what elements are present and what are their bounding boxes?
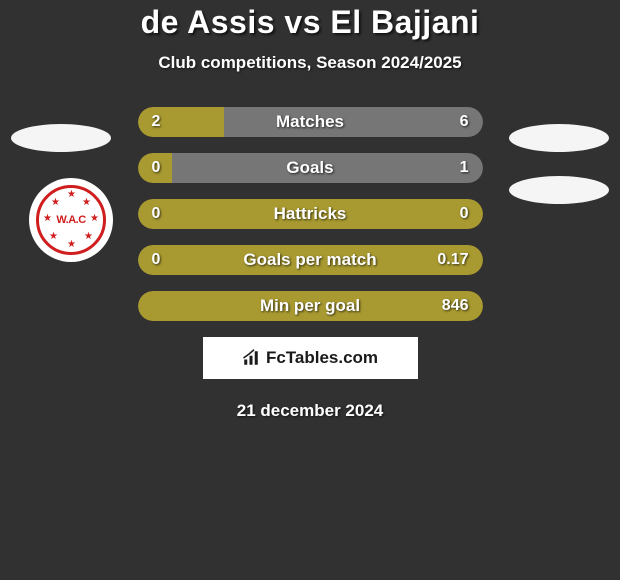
stat-row: 846Min per goal xyxy=(138,291,483,321)
player-right-badge-1 xyxy=(509,124,609,152)
branding-text: FcTables.com xyxy=(266,348,378,368)
date-text: 21 december 2024 xyxy=(0,401,620,421)
player-left-badge-1 xyxy=(11,124,111,152)
stat-bar-right xyxy=(172,153,483,183)
stat-bar-right xyxy=(224,107,483,137)
stat-value-left: 0 xyxy=(152,251,161,269)
player-right-badge-2 xyxy=(509,176,609,204)
comparison-card: de Assis vs El Bajjani Club competitions… xyxy=(0,0,620,580)
stat-value-right: 846 xyxy=(442,297,469,315)
subtitle: Club competitions, Season 2024/2025 xyxy=(0,53,620,73)
stat-row: 00.17Goals per match xyxy=(138,245,483,275)
stat-row: 01Goals xyxy=(138,153,483,183)
stat-value-left: 0 xyxy=(152,205,161,223)
stat-row: 26Matches xyxy=(138,107,483,137)
club-crest-text: W.A.C xyxy=(56,214,85,226)
stat-value-right: 0.17 xyxy=(437,251,468,269)
chart-icon xyxy=(242,349,260,367)
stat-bar-left xyxy=(138,245,483,275)
club-crest-inner: ★ ★ ★ ★ ★ ★ ★ ★ W.A.C xyxy=(36,185,106,255)
stat-value-right: 1 xyxy=(460,159,469,177)
stat-bar-left xyxy=(138,107,224,137)
stat-value-left: 0 xyxy=(152,159,161,177)
stat-bar-left xyxy=(138,199,483,229)
stat-bar-left xyxy=(138,291,483,321)
stat-value-right: 6 xyxy=(460,113,469,131)
stat-value-right: 0 xyxy=(460,205,469,223)
club-crest: ★ ★ ★ ★ ★ ★ ★ ★ W.A.C xyxy=(29,178,113,262)
stat-row: 00Hattricks xyxy=(138,199,483,229)
stat-value-left: 2 xyxy=(152,113,161,131)
page-title: de Assis vs El Bajjani xyxy=(0,4,620,41)
branding-box[interactable]: FcTables.com xyxy=(203,337,418,379)
stats-bars: 26Matches01Goals00Hattricks00.17Goals pe… xyxy=(138,107,483,321)
